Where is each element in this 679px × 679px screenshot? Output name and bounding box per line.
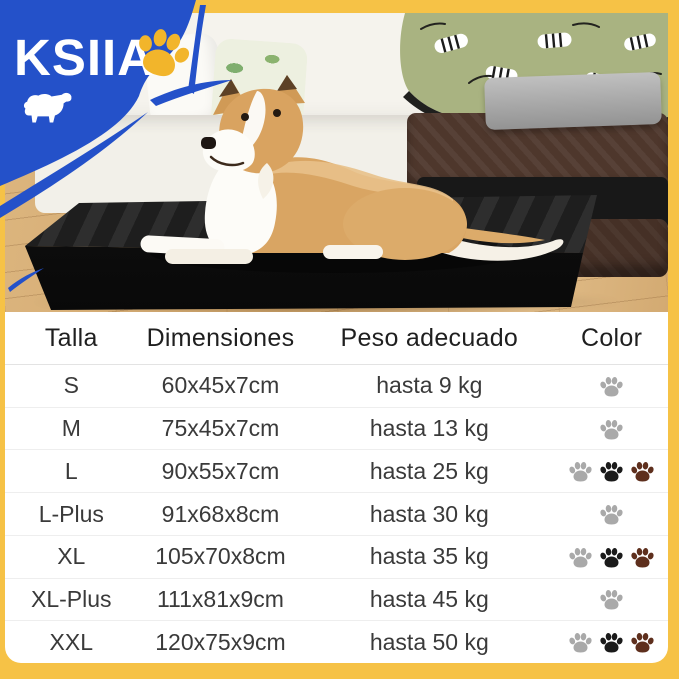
table-row: L-Plus 91x68x8cm hasta 30 kg <box>5 493 668 536</box>
paw-icon <box>631 462 654 482</box>
color-options <box>555 503 668 525</box>
table-row: XL-Plus 111x81x9cm hasta 45 kg <box>5 579 668 622</box>
size-table-header: Talla Dimensiones Peso adecuado Color <box>5 312 668 365</box>
paw-icon <box>569 633 592 653</box>
collie-dog <box>140 75 564 273</box>
dimensiones-value: 120x75x9cm <box>155 628 286 655</box>
talla-value: XXL <box>49 628 94 655</box>
peso-value: hasta 30 kg <box>369 500 489 527</box>
dimensiones-value: 105x70x8cm <box>155 543 286 570</box>
table-row: XXL 120x75x9cm hasta 50 kg <box>5 621 668 663</box>
size-table-body: S 60x45x7cm hasta 9 kg M 75x45x7cm hasta 13 … <box>5 365 668 663</box>
paw-icon <box>569 462 592 482</box>
peso-value: hasta 45 kg <box>369 585 489 612</box>
color-options <box>555 588 668 610</box>
talla-value: XL-Plus <box>31 585 112 612</box>
color-options <box>555 631 668 653</box>
peso-value: hasta 35 kg <box>369 543 489 570</box>
paw-icon <box>569 547 592 568</box>
dimensiones-value: 60x45x7cm <box>161 372 280 399</box>
paw-icon <box>631 633 654 653</box>
peso-value: hasta 13 kg <box>369 415 489 442</box>
dog-silhouette-icon <box>23 92 72 123</box>
peso-value: hasta 9 kg <box>376 372 483 399</box>
talla-value: L <box>64 457 78 484</box>
talla-value: XL <box>57 543 86 570</box>
color-options <box>555 375 668 397</box>
paw-icon <box>139 29 190 77</box>
dimensiones-value: 91x68x8cm <box>161 500 280 527</box>
table-row: S 60x45x7cm hasta 9 kg <box>5 365 668 408</box>
peso-value: hasta 25 kg <box>369 457 489 484</box>
hero-photo <box>5 13 668 312</box>
color-options <box>555 418 668 440</box>
brand-logo-text: KSIIA <box>14 29 156 86</box>
header-talla: Talla <box>44 323 98 352</box>
table-row: L 90x55x7cm hasta 25 kg <box>5 450 668 494</box>
talla-value: L-Plus <box>38 500 104 527</box>
header-peso: Peso adecuado <box>340 323 519 352</box>
paw-icon <box>134 26 192 82</box>
talla-value: M <box>61 415 81 442</box>
color-options <box>555 460 668 482</box>
table-row: M 75x45x7cm hasta 13 kg <box>5 408 668 451</box>
paw-icon <box>600 419 623 440</box>
paw-icon <box>600 633 623 653</box>
paw-icon <box>600 462 623 482</box>
dimensiones-value: 90x55x7cm <box>161 457 280 484</box>
paw-icon <box>631 547 654 568</box>
color-options <box>555 546 668 568</box>
paw-icon <box>600 376 623 397</box>
peso-value: hasta 50 kg <box>369 628 489 655</box>
size-table: Talla Dimensiones Peso adecuado Color S 6… <box>5 312 668 663</box>
paw-icon <box>600 547 623 568</box>
header-dimensiones: Dimensiones <box>146 323 295 352</box>
paw-icon <box>600 505 623 525</box>
talla-value: S <box>63 372 79 399</box>
dimensiones-value: 75x45x7cm <box>161 415 280 442</box>
paw-icon <box>600 590 623 610</box>
table-row: XL 105x70x8cm hasta 35 kg <box>5 536 668 579</box>
dimensiones-value: 111x81x9cm <box>156 585 284 612</box>
header-color: Color <box>581 323 643 352</box>
